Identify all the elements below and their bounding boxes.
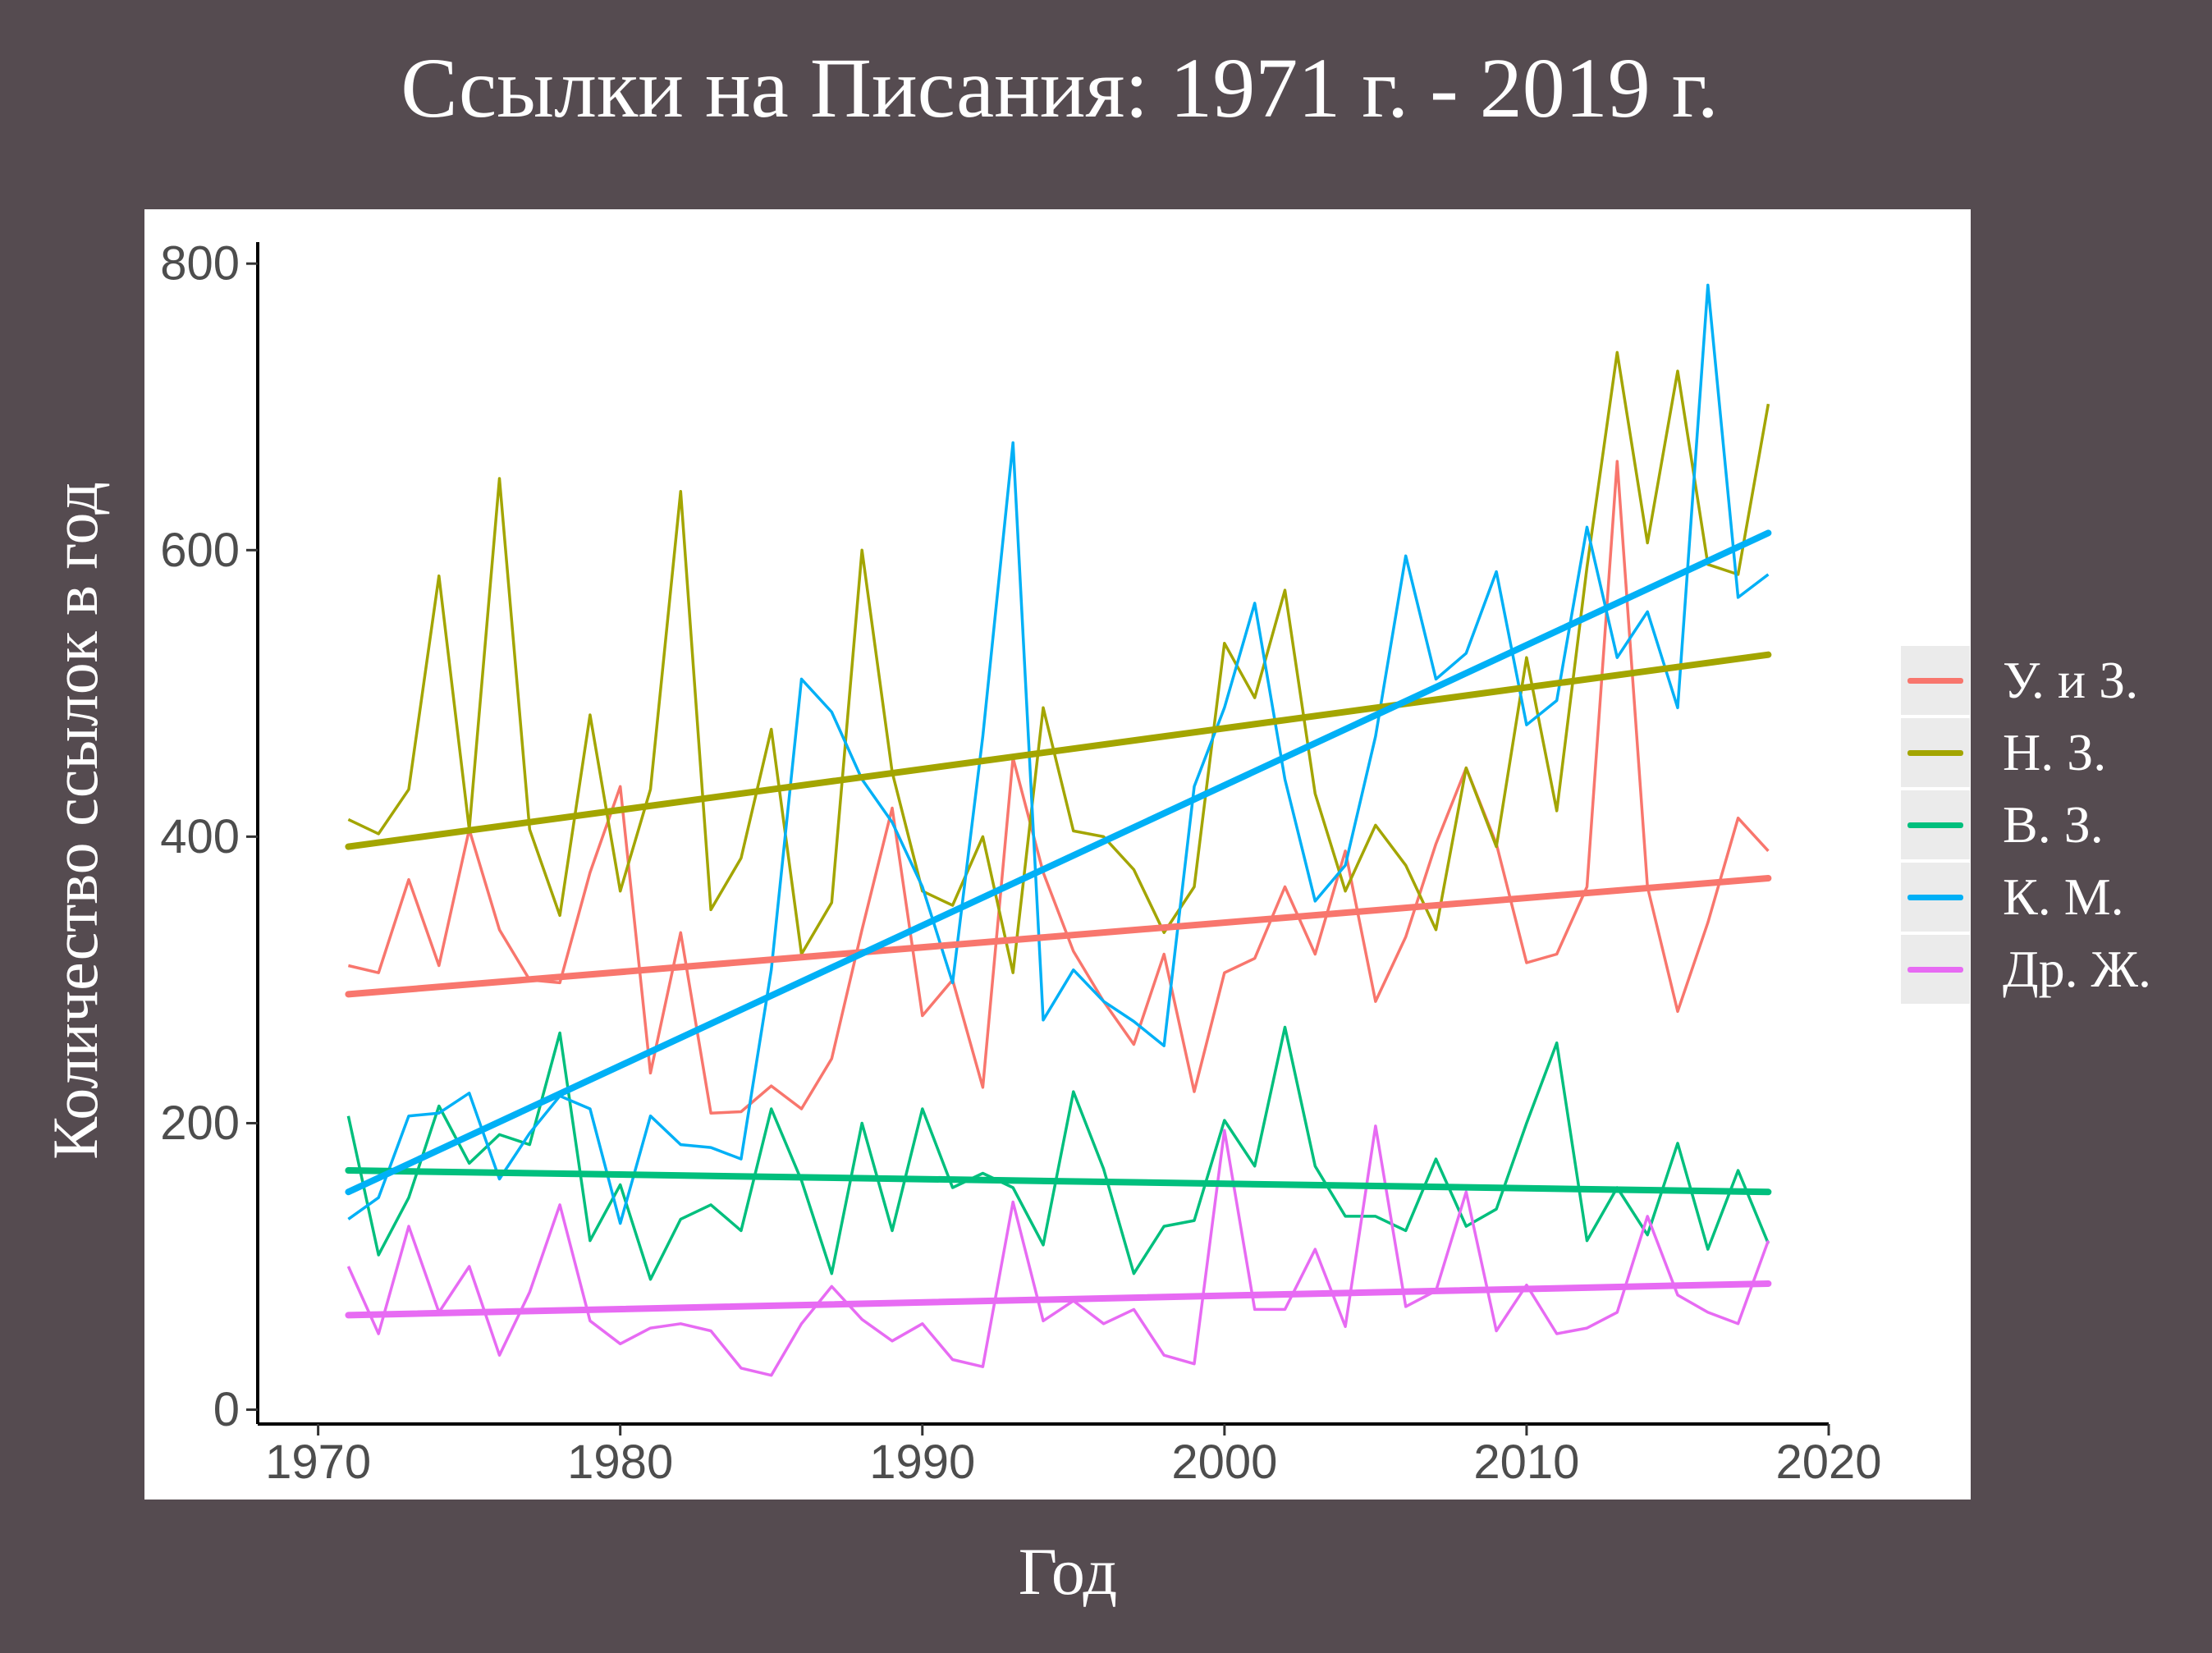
line-chart: 0 200 400 600 800 1970 1980 1990 2000 2010 2020 bbox=[160, 237, 1881, 1489]
series-line-4 bbox=[347, 283, 1770, 1225]
legend-item-2: Н. З. bbox=[1901, 717, 2172, 789]
trend-line-4 bbox=[345, 529, 1772, 1196]
trend-line-5 bbox=[345, 1280, 1772, 1319]
y-tick-label: 200 bbox=[160, 1097, 240, 1150]
y-tick-label: 400 bbox=[160, 810, 240, 863]
legend-label: Др. Ж. bbox=[2003, 940, 2151, 998]
trend-line-2 bbox=[345, 651, 1772, 850]
y-tick-label: 800 bbox=[160, 237, 240, 291]
legend-item-4: К. М. bbox=[1901, 861, 2172, 933]
legend-swatch bbox=[1907, 822, 1963, 828]
legend-swatch bbox=[1907, 750, 1963, 756]
series-line-1 bbox=[347, 460, 1770, 1115]
legend: У. и З. Н. З. В. З. К. М. Др. Ж. bbox=[1901, 644, 2172, 1005]
trend-lines bbox=[345, 529, 1772, 1319]
legend-item-1: У. и З. bbox=[1901, 644, 2172, 717]
legend-label: У. и З. bbox=[2003, 651, 2139, 709]
series-line-5 bbox=[346, 1124, 1770, 1377]
data-lines bbox=[346, 283, 1770, 1377]
legend-swatch bbox=[1907, 895, 1963, 900]
x-axis-label: Год bbox=[1018, 1534, 1118, 1609]
y-tick-label: 600 bbox=[160, 524, 240, 577]
legend-label: В. З. bbox=[2003, 795, 2104, 854]
legend-key bbox=[1901, 718, 1970, 787]
x-tick-label: 1980 bbox=[567, 1436, 673, 1489]
legend-item-3: В. З. bbox=[1901, 789, 2172, 861]
x-tick-label: 2010 bbox=[1473, 1436, 1579, 1489]
legend-item-5: Др. Ж. bbox=[1901, 933, 2172, 1005]
series-line-2 bbox=[347, 350, 1770, 974]
series-line-3 bbox=[346, 1025, 1770, 1281]
trend-line-1 bbox=[345, 874, 1772, 998]
legend-key bbox=[1901, 863, 1970, 932]
legend-swatch bbox=[1907, 678, 1963, 684]
x-tick-label: 2000 bbox=[1171, 1436, 1277, 1489]
trend-line-3 bbox=[345, 1167, 1772, 1196]
axes: 0 200 400 600 800 1970 1980 1990 2000 2010 2020 bbox=[160, 237, 1881, 1489]
y-axis-label: Количество ссылок в год bbox=[39, 482, 111, 1160]
legend-swatch bbox=[1907, 967, 1963, 973]
x-tick-label: 1990 bbox=[869, 1436, 975, 1489]
legend-label: Н. З. bbox=[2003, 723, 2107, 781]
legend-key bbox=[1901, 790, 1970, 859]
x-tick-label: 2020 bbox=[1775, 1436, 1881, 1489]
legend-key bbox=[1901, 935, 1970, 1004]
legend-label: К. М. bbox=[2003, 868, 2124, 926]
y-tick-label: 0 bbox=[213, 1383, 240, 1436]
chart-title: Ссылки на Писания: 1971 г. - 2019 г. bbox=[401, 41, 1719, 135]
x-tick-label: 1970 bbox=[265, 1436, 371, 1489]
plot-panel: 0 200 400 600 800 1970 1980 1990 2000 2010 2020 bbox=[144, 209, 1971, 1500]
legend-key bbox=[1901, 646, 1970, 715]
